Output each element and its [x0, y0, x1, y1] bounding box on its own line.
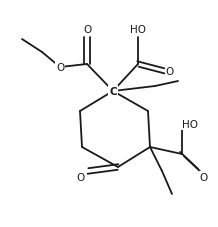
- Text: O: O: [83, 25, 91, 35]
- Text: HO: HO: [182, 119, 198, 129]
- Text: HO: HO: [130, 25, 146, 35]
- Text: C: C: [109, 87, 117, 96]
- Text: O: O: [76, 172, 84, 182]
- Text: O: O: [56, 63, 64, 73]
- Text: O: O: [200, 172, 208, 182]
- Text: O: O: [166, 67, 174, 77]
